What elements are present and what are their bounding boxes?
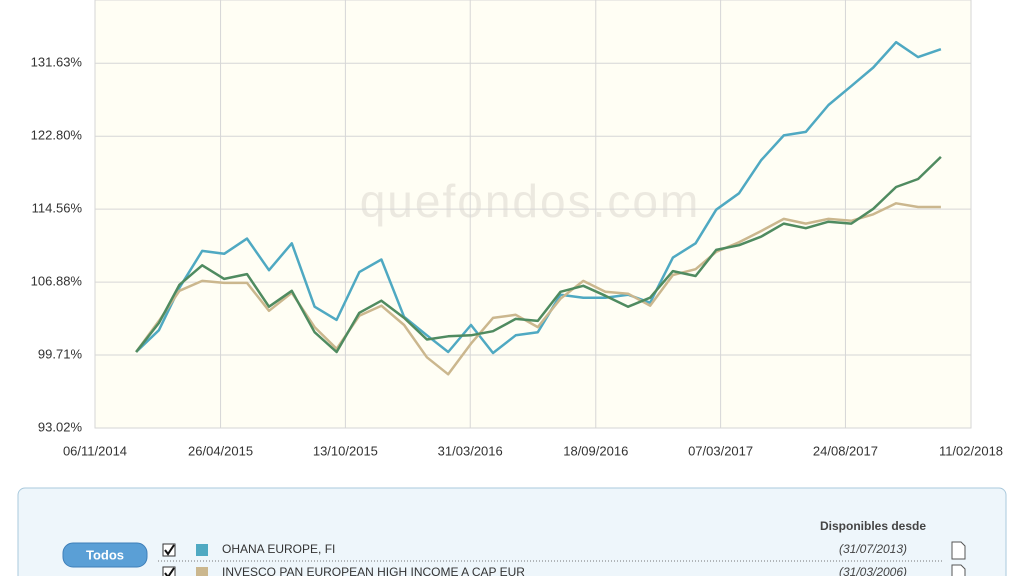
plot-area — [94, 0, 972, 429]
legend-rows: OHANA EUROPE, FI (31/07/2013) INVESCO PAN … — [158, 541, 966, 576]
y-tick-label: 114.56% — [32, 201, 83, 216]
grid — [94, 0, 972, 429]
y-tick-label: 122.80% — [31, 128, 83, 143]
since-date: (31/03/2006) — [839, 565, 907, 576]
since-date: (31/07/2013) — [839, 542, 907, 556]
x-tick-label: 07/03/2017 — [688, 443, 753, 458]
since-header: Disponibles desde — [820, 519, 926, 533]
watermark: quefondos.com — [360, 175, 701, 227]
y-tick-label: 106.88% — [31, 274, 83, 289]
x-tick-label: 31/03/2016 — [438, 443, 503, 458]
checkmark — [164, 567, 175, 576]
x-tick-label: 24/08/2017 — [813, 443, 878, 458]
series-line — [135, 40, 942, 355]
y-tick-label: 93.02% — [38, 419, 83, 434]
x-tick-label: 26/04/2015 — [188, 443, 253, 458]
series-swatch — [196, 567, 208, 576]
series-name: OHANA EUROPE, FI — [222, 542, 335, 556]
y-tick-label: 99.71% — [38, 346, 83, 361]
series-swatch — [196, 544, 208, 556]
todos-button-label[interactable]: Todos — [86, 547, 124, 562]
x-tick-label: 11/02/2018 — [939, 443, 1003, 458]
series-name: INVESCO PAN EUROPEAN HIGH INCOME A CAP E… — [222, 565, 525, 576]
x-tick-label: 13/10/2015 — [313, 443, 378, 458]
checkmark — [164, 544, 175, 556]
todos-button[interactable] — [62, 542, 148, 568]
doc-icon[interactable] — [951, 564, 966, 576]
series-line — [135, 202, 941, 376]
y-tick-label: 131.63% — [31, 55, 83, 70]
series-line — [135, 156, 942, 354]
x-tick-label: 18/09/2016 — [563, 443, 628, 458]
doc-icon[interactable] — [951, 541, 966, 560]
checkbox[interactable] — [162, 566, 176, 576]
x-tick-label: 06/11/2014 — [63, 443, 127, 458]
lines — [135, 40, 942, 376]
legend-panel — [17, 487, 1007, 576]
